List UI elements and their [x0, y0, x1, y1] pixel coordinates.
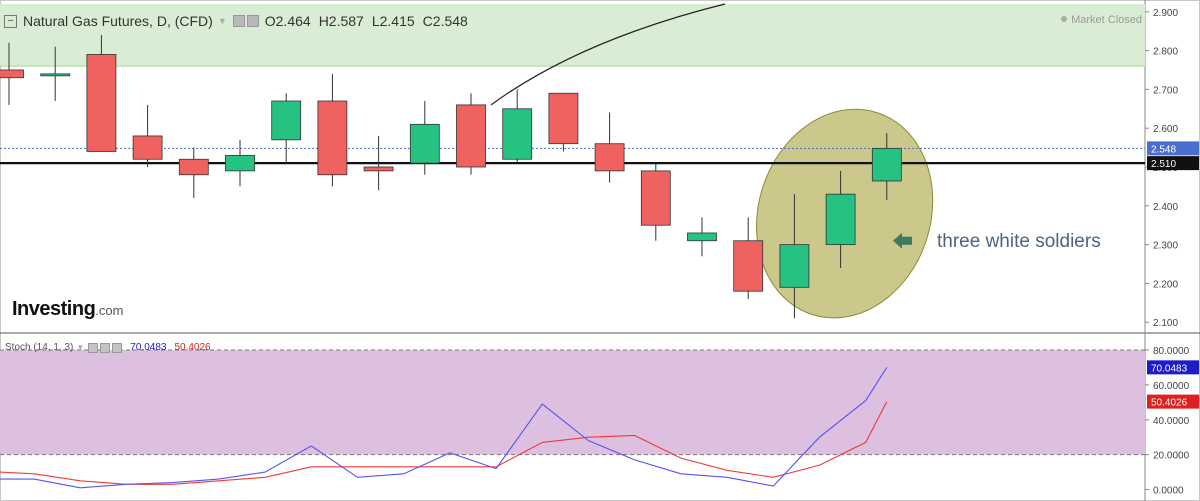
candle [132, 104, 163, 167]
bearish-candle-body [733, 240, 764, 292]
stoch-pane: 0.0000 20.0000 40.0000 60.0000 80.0000 70.048… [0, 346, 1199, 497]
stoch-d-badge-bg [1147, 394, 1199, 409]
bearish-candle-body [0, 69, 24, 79]
visibility-icon[interactable] [232, 15, 245, 27]
candle [502, 89, 533, 164]
stoch-tick-label: 0.0000 [1153, 486, 1184, 497]
candle [363, 135, 394, 191]
bullish-candle-body [871, 147, 902, 182]
stoch-title[interactable]: Stoch (14, 1, 3) [5, 342, 74, 353]
chevron-down-icon[interactable]: ▼ [76, 343, 85, 352]
stoch-k-value: 70.0483 [130, 342, 167, 353]
close-icon[interactable] [112, 342, 123, 353]
bullish-candle-body [409, 123, 440, 164]
current-price-badge-bg [1147, 141, 1199, 156]
candle [594, 112, 625, 183]
bearish-candle-body [548, 92, 579, 145]
market-status-label: Market Closed [1071, 14, 1142, 26]
candle [0, 42, 24, 105]
bullish-candle-body [502, 108, 533, 160]
collapse-icon[interactable]: − [4, 14, 17, 28]
bearish-candle-body [86, 54, 117, 152]
bullish-candle-body [40, 73, 71, 77]
ohlc-high: H2.587 [318, 13, 364, 29]
current-price-badge: 2.548 [1151, 144, 1176, 155]
logo-brand: Investing [12, 298, 96, 320]
stoch-tick-label: 80.0000 [1153, 346, 1190, 357]
candle [40, 46, 71, 102]
instrument-title[interactable]: Natural Gas Futures, D, (CFD) [23, 13, 213, 29]
candle [687, 217, 717, 257]
support-price-badge: 2.510 [1151, 159, 1176, 170]
status-dot-icon [1061, 16, 1068, 22]
bearish-candle-body [363, 166, 394, 172]
bearish-candle-body [178, 158, 209, 176]
stoch-header: Stoch (14, 1, 3) ▼ 70.0483 50.4026 [5, 342, 211, 353]
bearish-candle-body [640, 170, 671, 226]
stoch-tick-label: 60.0000 [1153, 381, 1190, 392]
candle [733, 217, 764, 299]
chart-header: − Natural Gas Futures, D, (CFD) ▼ O2.464… [4, 11, 476, 31]
bullish-candle-body [825, 193, 856, 246]
price-tick-label: 2.400 [1153, 202, 1178, 213]
ohlc-open: O2.464 [264, 13, 311, 29]
logo-suffix: .com [95, 303, 124, 318]
candle [409, 101, 440, 175]
candle [271, 93, 302, 164]
candle [640, 163, 671, 241]
price-tick-label: 2.200 [1153, 279, 1178, 290]
stoch-band [0, 350, 1145, 455]
support-price-badge-bg [1147, 156, 1199, 171]
settings-icon[interactable] [246, 15, 259, 27]
market-status: Market Closed [1061, 14, 1142, 26]
price-tick-label: 2.700 [1153, 85, 1178, 96]
candle [317, 73, 348, 187]
price-tick-label: 2.600 [1153, 124, 1178, 135]
stoch-tick-label: 20.0000 [1153, 451, 1190, 462]
bearish-candle-body [456, 104, 486, 168]
stoch-d-line [0, 401, 888, 485]
annotation-text: three white soldiers [937, 231, 1101, 252]
ohlc-low: L2.415 [371, 13, 415, 29]
drawing-arc [490, 3, 726, 106]
bullish-candle-body [687, 232, 717, 242]
price-tick-label: 2.900 [1153, 8, 1178, 19]
candle [86, 35, 117, 152]
bullish-candle-body [779, 244, 810, 288]
bullish-candle-body [225, 154, 255, 172]
candle [456, 93, 486, 175]
price-tick-label: 2.100 [1153, 318, 1178, 329]
stoch-d-badge: 50.4026 [1151, 398, 1188, 409]
bearish-candle-body [132, 135, 163, 160]
settings-icon[interactable] [100, 342, 111, 353]
visibility-icon[interactable] [88, 342, 99, 353]
ohlc-close: C2.548 [422, 13, 468, 29]
price-tick-label: 2.800 [1153, 47, 1178, 58]
candle [871, 133, 902, 200]
bullish-candle-body [271, 100, 302, 141]
candle [548, 92, 579, 152]
bearish-candle-body [317, 100, 348, 176]
stoch-k-badge-bg [1147, 360, 1199, 375]
stoch-d-value: 50.4026 [174, 342, 211, 353]
candle [825, 170, 856, 268]
candle [225, 139, 255, 187]
chevron-down-icon[interactable]: ▼ [217, 16, 227, 26]
investing-logo: Investing.com [12, 298, 123, 321]
candle [178, 147, 209, 199]
price-tick-label: 2.300 [1153, 241, 1178, 252]
annotation-arrow-icon [893, 232, 912, 249]
stoch-k-badge: 70.0483 [1151, 363, 1188, 374]
resistance-zone [0, 4, 1145, 67]
bearish-candle-body [594, 143, 625, 172]
stoch-tick-label: 40.0000 [1153, 416, 1190, 427]
stoch-k-line [0, 367, 888, 489]
candle [779, 194, 810, 319]
